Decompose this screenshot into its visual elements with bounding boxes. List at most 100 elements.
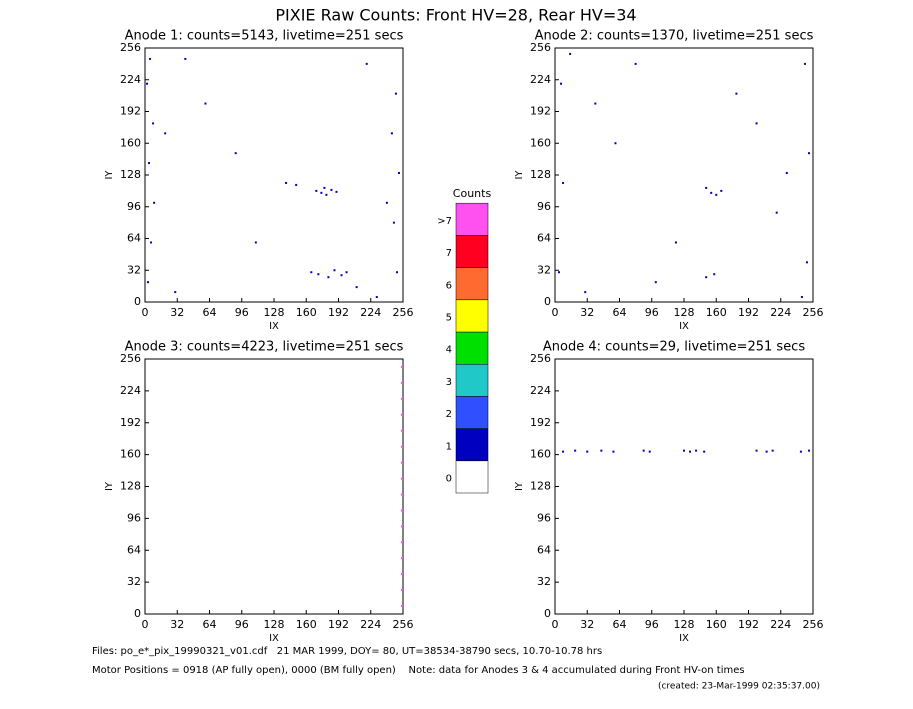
count-pixel: [149, 57, 152, 60]
count-pixel: [310, 271, 313, 274]
x-tick-label: 64: [613, 618, 627, 631]
x-tick-label: 224: [770, 618, 791, 631]
colorbar-label: 2: [446, 409, 452, 420]
count-pixel: [333, 269, 336, 272]
x-tick-label: 192: [328, 618, 349, 631]
count-pixel: [390, 132, 393, 135]
count-pixel: [400, 461, 403, 464]
x-tick-label: 256: [393, 306, 414, 319]
count-pixel: [400, 397, 403, 400]
y-tick-label: 224: [530, 73, 551, 86]
count-pixel: [775, 211, 778, 214]
count-pixel: [594, 102, 597, 105]
footer-line: Motor Positions = 0918 (AP fully open), …: [92, 665, 745, 676]
x-tick-label: 192: [738, 618, 759, 631]
x-axis-label: IX: [269, 321, 279, 332]
colorbar-label: >7: [437, 216, 452, 227]
count-pixel: [400, 525, 403, 528]
y-tick-label: 64: [127, 543, 141, 556]
count-pixel: [184, 57, 187, 60]
count-pixel: [365, 62, 368, 65]
y-tick-label: 0: [544, 295, 551, 308]
y-tick-label: 192: [530, 105, 551, 118]
y-tick-label: 32: [537, 263, 551, 276]
count-pixel: [400, 477, 403, 480]
count-pixel: [705, 276, 708, 279]
count-pixel: [327, 276, 330, 279]
count-pixel: [683, 449, 685, 452]
x-axis-label: IX: [269, 633, 279, 644]
footer-line: Files: po_e*_pix_19990321_v01.cdf 21 MAR…: [92, 646, 602, 657]
x-tick-label: 32: [170, 306, 184, 319]
y-tick-label: 0: [134, 607, 141, 620]
x-tick-label: 0: [552, 618, 559, 631]
x-tick-label: 160: [296, 306, 317, 319]
x-tick-label: 64: [613, 306, 627, 319]
y-tick-label: 192: [120, 416, 141, 429]
count-pixel: [400, 381, 403, 384]
y-tick-label: 64: [537, 232, 551, 245]
y-tick-label: 0: [544, 607, 551, 620]
panel-title: Anode 4: counts=29, livetime=251 secs: [543, 340, 805, 355]
count-pixel: [400, 413, 403, 416]
colorbar-label: 4: [446, 345, 452, 356]
count-pixel: [400, 541, 403, 544]
y-tick-label: 32: [127, 575, 141, 588]
panel-title: Anode 3: counts=4223, livetime=251 secs: [125, 340, 404, 355]
count-pixel: [164, 132, 167, 135]
count-pixel: [375, 296, 378, 299]
count-pixel: [174, 291, 177, 294]
colorbar-label: 1: [446, 441, 452, 452]
count-pixel: [771, 449, 774, 452]
count-pixel: [335, 190, 338, 193]
count-pixel: [674, 241, 677, 244]
count-pixel: [713, 273, 716, 276]
colorbar-cell: [455, 299, 489, 333]
y-tick-label: 160: [120, 136, 141, 149]
count-pixel: [765, 450, 768, 453]
y-tick-label: 32: [127, 263, 141, 276]
count-pixel: [807, 152, 810, 155]
count-pixel: [705, 186, 708, 189]
count-pixel: [800, 296, 803, 299]
y-tick-label: 256: [530, 41, 551, 54]
x-tick-label: 160: [296, 618, 317, 631]
count-pixel: [152, 122, 155, 125]
count-pixel: [710, 191, 713, 194]
count-pixel: [584, 291, 587, 294]
count-pixel: [400, 445, 403, 448]
x-tick-label: 0: [142, 306, 149, 319]
x-tick-label: 0: [552, 306, 559, 319]
x-tick-label: 192: [328, 306, 349, 319]
count-pixel: [805, 261, 808, 264]
x-tick-label: 128: [674, 306, 695, 319]
x-tick-label: 32: [170, 618, 184, 631]
y-axis-label: IY: [104, 170, 115, 180]
colorbar-cell: [455, 428, 489, 462]
x-tick-label: 128: [264, 306, 285, 319]
count-pixel: [385, 201, 388, 204]
y-tick-label: 128: [120, 168, 141, 181]
panel-title: Anode 1: counts=5143, livetime=251 secs: [125, 29, 404, 44]
colorbar-cell: [455, 363, 489, 397]
footer-line: (created: 23-Mar-1999 02:35:37.00): [658, 682, 820, 692]
x-tick-label: 224: [360, 306, 381, 319]
count-pixel: [569, 52, 572, 55]
colorbar-label: 7: [446, 248, 452, 259]
colorbar-cell: [455, 396, 489, 429]
count-pixel: [400, 365, 403, 368]
x-tick-label: 96: [645, 306, 659, 319]
count-pixel: [755, 449, 758, 452]
count-pixel: [146, 82, 149, 85]
count-pixel: [153, 201, 156, 204]
count-pixel: [392, 221, 395, 224]
count-pixel: [234, 152, 237, 155]
x-tick-label: 160: [706, 306, 727, 319]
y-tick-label: 128: [530, 480, 551, 493]
y-tick-label: 64: [127, 232, 141, 245]
x-tick-label: 224: [770, 306, 791, 319]
x-axis-label: IX: [679, 321, 689, 332]
count-pixel: [204, 102, 207, 105]
x-tick-label: 96: [235, 306, 249, 319]
x-tick-label: 96: [235, 618, 249, 631]
